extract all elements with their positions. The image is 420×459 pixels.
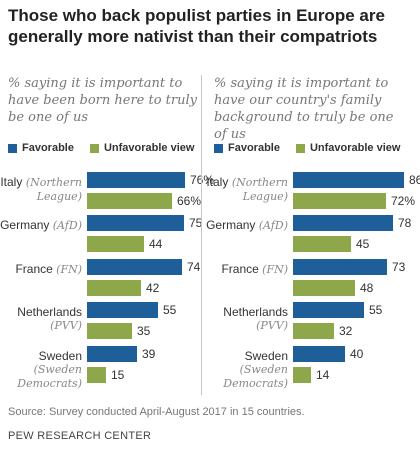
bar-value-label: 48 [360, 281, 374, 295]
bar-value-label: 74 [187, 260, 201, 274]
country-name: Germany [206, 218, 256, 232]
bar-value-label: 14 [316, 368, 330, 382]
legend-swatch-favorable [8, 143, 17, 153]
category-label: Germany (AfD) [0, 218, 82, 233]
bar-value-label: 72% [391, 194, 416, 208]
bar-value-label: 66% [177, 194, 202, 208]
legend-label-favorable: Favorable [228, 142, 280, 154]
party-name: (FN) [56, 263, 82, 276]
legend-label-unfavorable: Unfavorable view [103, 142, 195, 154]
country-name: Germany [0, 218, 50, 232]
bar-favorable [293, 172, 404, 188]
bar-unfavorable [87, 193, 172, 209]
legend-swatch-favorable [214, 143, 223, 153]
bar-unfavorable [87, 367, 106, 383]
category-label: Sweden (Sweden Democrats) [204, 349, 288, 391]
legend-swatch-unfavorable [89, 143, 99, 153]
category-label: Netherlands (PVV) [204, 305, 288, 333]
bar-value-label: 15 [111, 368, 125, 382]
category-label: Sweden (Sweden Democrats) [0, 349, 82, 391]
bar-value-label: 40 [350, 347, 364, 361]
party-name: (Northern [22, 176, 82, 189]
party-name: (PVV) [50, 319, 82, 332]
category-label: Italy (Northern League) [0, 175, 82, 204]
category-label: Netherlands (PVV) [0, 305, 82, 333]
category-label: Italy (Northern League) [204, 175, 288, 204]
bar-unfavorable [293, 193, 386, 209]
bar-unfavorable [293, 236, 351, 252]
country-name: France [15, 262, 53, 276]
org-credit: PEW RESEARCH CENTER [8, 430, 152, 442]
legend-label-unfavorable: Unfavorable view [309, 142, 401, 154]
left-legend: Favorable Unfavorable view [8, 142, 210, 154]
bar-unfavorable [293, 280, 355, 296]
bar-value-label: 39 [142, 347, 156, 361]
party-name: Democrats) [17, 377, 82, 390]
bar-unfavorable [87, 236, 144, 252]
party-name: (PVV) [256, 319, 288, 332]
category-label: France (FN) [0, 262, 82, 277]
bar-favorable [293, 259, 387, 275]
legend-label-favorable: Favorable [22, 142, 74, 154]
country-name: Sweden [244, 349, 288, 363]
bar-unfavorable [293, 367, 311, 383]
bar-value-label: 42 [146, 281, 160, 295]
right-panel-subtitle: % saying it is important to have our cou… [214, 76, 394, 142]
bar-unfavorable [87, 280, 141, 296]
party-name: (FN) [262, 263, 288, 276]
country-name: Sweden [38, 349, 82, 363]
country-name: France [221, 262, 259, 276]
party-name: (AfD) [258, 219, 288, 232]
left-panel-subtitle: % saying it is important to have been bo… [8, 76, 197, 125]
party-name: (AfD) [52, 219, 82, 232]
party-name: League) [36, 190, 82, 203]
bar-favorable [87, 172, 185, 188]
country-name: Netherlands [17, 305, 82, 319]
bar-favorable [87, 346, 137, 362]
bar-value-label: 55 [163, 303, 177, 317]
legend-swatch-unfavorable [295, 143, 305, 153]
party-name: Democrats) [223, 377, 288, 390]
bar-unfavorable [87, 323, 132, 339]
category-label: France (FN) [204, 262, 288, 277]
bar-value-label: 32 [339, 324, 353, 338]
source-note: Source: Survey conducted April-August 20… [8, 406, 305, 418]
bar-value-label: 44 [149, 237, 163, 251]
country-name: Italy [0, 175, 23, 189]
category-label: Germany (AfD) [204, 218, 288, 233]
bar-favorable [87, 259, 182, 275]
bar-value-label: 76% [190, 173, 215, 187]
country-name: Netherlands [223, 305, 288, 319]
bar-value-label: 78 [398, 216, 412, 230]
bar-favorable [87, 215, 184, 231]
bar-value-label: 73 [392, 260, 406, 274]
bar-value-label: 86% [409, 173, 420, 187]
party-name: (Northern [228, 176, 288, 189]
chart-title: Those who back populist parties in Europ… [8, 6, 385, 46]
party-name: (Sweden [239, 363, 288, 376]
right-legend: Favorable Unfavorable view [214, 142, 416, 154]
bar-favorable [293, 302, 364, 318]
bar-favorable [293, 215, 393, 231]
party-name: League) [242, 190, 288, 203]
party-name: (Sweden [33, 363, 82, 376]
bar-favorable [293, 346, 345, 362]
bar-value-label: 55 [369, 303, 383, 317]
panel-divider [201, 75, 202, 395]
bar-value-label: 75 [189, 216, 203, 230]
country-name: Italy [206, 175, 229, 189]
bar-value-label: 35 [137, 324, 151, 338]
bar-value-label: 45 [356, 237, 370, 251]
bar-unfavorable [293, 323, 334, 339]
bar-favorable [87, 302, 158, 318]
